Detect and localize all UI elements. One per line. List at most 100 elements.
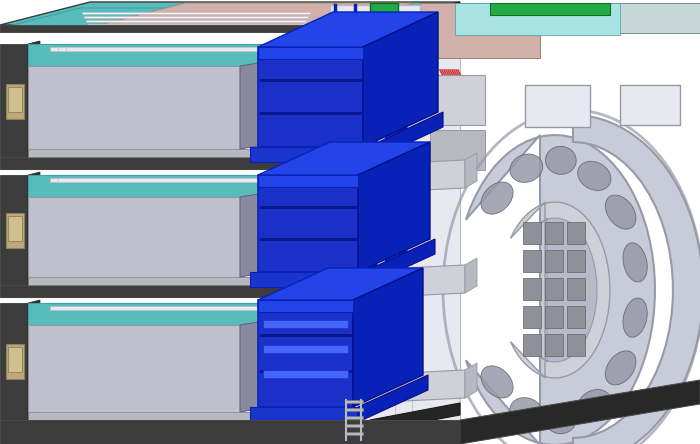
Bar	[430, 75, 485, 125]
Ellipse shape	[510, 154, 542, 182]
Polygon shape	[250, 407, 358, 422]
Polygon shape	[263, 345, 348, 353]
Polygon shape	[258, 142, 430, 175]
Polygon shape	[66, 47, 270, 51]
Bar	[523, 222, 541, 244]
Bar	[545, 306, 563, 328]
Polygon shape	[28, 41, 40, 157]
Polygon shape	[363, 239, 435, 287]
Bar	[567, 250, 585, 272]
Ellipse shape	[578, 389, 611, 419]
Polygon shape	[460, 380, 700, 444]
Bar	[567, 334, 585, 356]
Ellipse shape	[510, 397, 542, 426]
Ellipse shape	[606, 195, 636, 229]
Bar	[370, 3, 398, 23]
Polygon shape	[28, 175, 280, 197]
Ellipse shape	[545, 147, 576, 174]
Polygon shape	[280, 285, 370, 325]
Polygon shape	[258, 45, 370, 146]
Polygon shape	[258, 175, 358, 187]
Polygon shape	[28, 412, 280, 420]
Bar	[345, 408, 363, 411]
Polygon shape	[280, 161, 365, 182]
Polygon shape	[8, 87, 22, 111]
Polygon shape	[8, 217, 22, 242]
Ellipse shape	[481, 366, 513, 398]
Polygon shape	[399, 53, 407, 72]
Polygon shape	[28, 44, 280, 66]
Polygon shape	[399, 223, 407, 242]
Polygon shape	[28, 303, 280, 325]
Polygon shape	[28, 149, 280, 157]
Polygon shape	[370, 2, 460, 32]
Polygon shape	[240, 63, 258, 149]
Polygon shape	[573, 115, 700, 444]
Polygon shape	[280, 157, 370, 197]
Polygon shape	[28, 277, 280, 285]
Polygon shape	[240, 194, 258, 277]
Bar	[545, 278, 563, 300]
Polygon shape	[368, 112, 443, 162]
Polygon shape	[0, 25, 370, 32]
Polygon shape	[369, 28, 377, 280]
Polygon shape	[258, 268, 423, 300]
Polygon shape	[88, 24, 304, 27]
Polygon shape	[275, 30, 360, 51]
Polygon shape	[8, 347, 22, 372]
Polygon shape	[258, 304, 370, 409]
Polygon shape	[260, 206, 356, 208]
Ellipse shape	[545, 406, 576, 434]
Polygon shape	[242, 8, 445, 27]
Polygon shape	[270, 30, 355, 51]
Polygon shape	[28, 325, 240, 412]
Polygon shape	[358, 142, 430, 272]
Polygon shape	[0, 285, 370, 297]
Polygon shape	[0, 2, 460, 25]
Polygon shape	[370, 268, 460, 297]
Polygon shape	[358, 32, 460, 420]
Polygon shape	[355, 230, 399, 242]
Polygon shape	[275, 161, 360, 182]
Polygon shape	[363, 160, 465, 193]
Polygon shape	[525, 218, 597, 362]
Ellipse shape	[548, 171, 602, 409]
Polygon shape	[260, 112, 361, 114]
Bar	[567, 222, 585, 244]
Bar	[398, 270, 410, 288]
Polygon shape	[260, 334, 351, 336]
Bar	[523, 306, 541, 328]
Polygon shape	[399, 168, 407, 187]
Polygon shape	[355, 60, 399, 72]
Polygon shape	[258, 47, 363, 59]
Polygon shape	[50, 47, 280, 51]
Polygon shape	[258, 175, 358, 272]
Polygon shape	[355, 175, 399, 187]
Polygon shape	[353, 268, 423, 407]
Polygon shape	[465, 363, 477, 398]
Polygon shape	[28, 66, 240, 149]
Polygon shape	[82, 12, 310, 15]
Polygon shape	[6, 344, 24, 379]
Polygon shape	[280, 26, 370, 66]
Bar	[523, 334, 541, 356]
Polygon shape	[263, 320, 348, 328]
Polygon shape	[50, 306, 280, 310]
Polygon shape	[355, 35, 369, 280]
Bar	[345, 432, 363, 435]
Polygon shape	[280, 289, 365, 310]
Bar	[540, 3, 700, 33]
Polygon shape	[240, 322, 258, 412]
Polygon shape	[263, 370, 348, 378]
Ellipse shape	[578, 161, 611, 190]
Bar	[398, 175, 410, 193]
Polygon shape	[258, 300, 353, 312]
Ellipse shape	[606, 351, 636, 385]
Polygon shape	[0, 420, 370, 432]
Polygon shape	[50, 178, 280, 182]
Polygon shape	[385, 35, 399, 280]
Polygon shape	[86, 20, 306, 23]
Polygon shape	[100, 3, 415, 25]
Polygon shape	[0, 175, 28, 285]
Polygon shape	[258, 176, 370, 274]
